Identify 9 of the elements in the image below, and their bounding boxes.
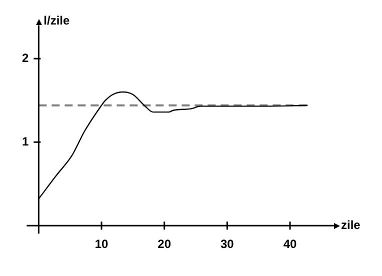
y-axis-title: l/zile [44, 14, 70, 28]
y-tick-label: 1 [22, 134, 29, 148]
x-tick-label: 10 [94, 237, 109, 252]
x-tick-label: 30 [220, 237, 234, 252]
y-tick-label: 2 [22, 50, 29, 65]
x-tick-label: 20 [158, 237, 172, 252]
line-series [38, 91, 308, 200]
x-tick-label: 40 [283, 237, 298, 252]
x-axis-title: zile [341, 218, 361, 232]
